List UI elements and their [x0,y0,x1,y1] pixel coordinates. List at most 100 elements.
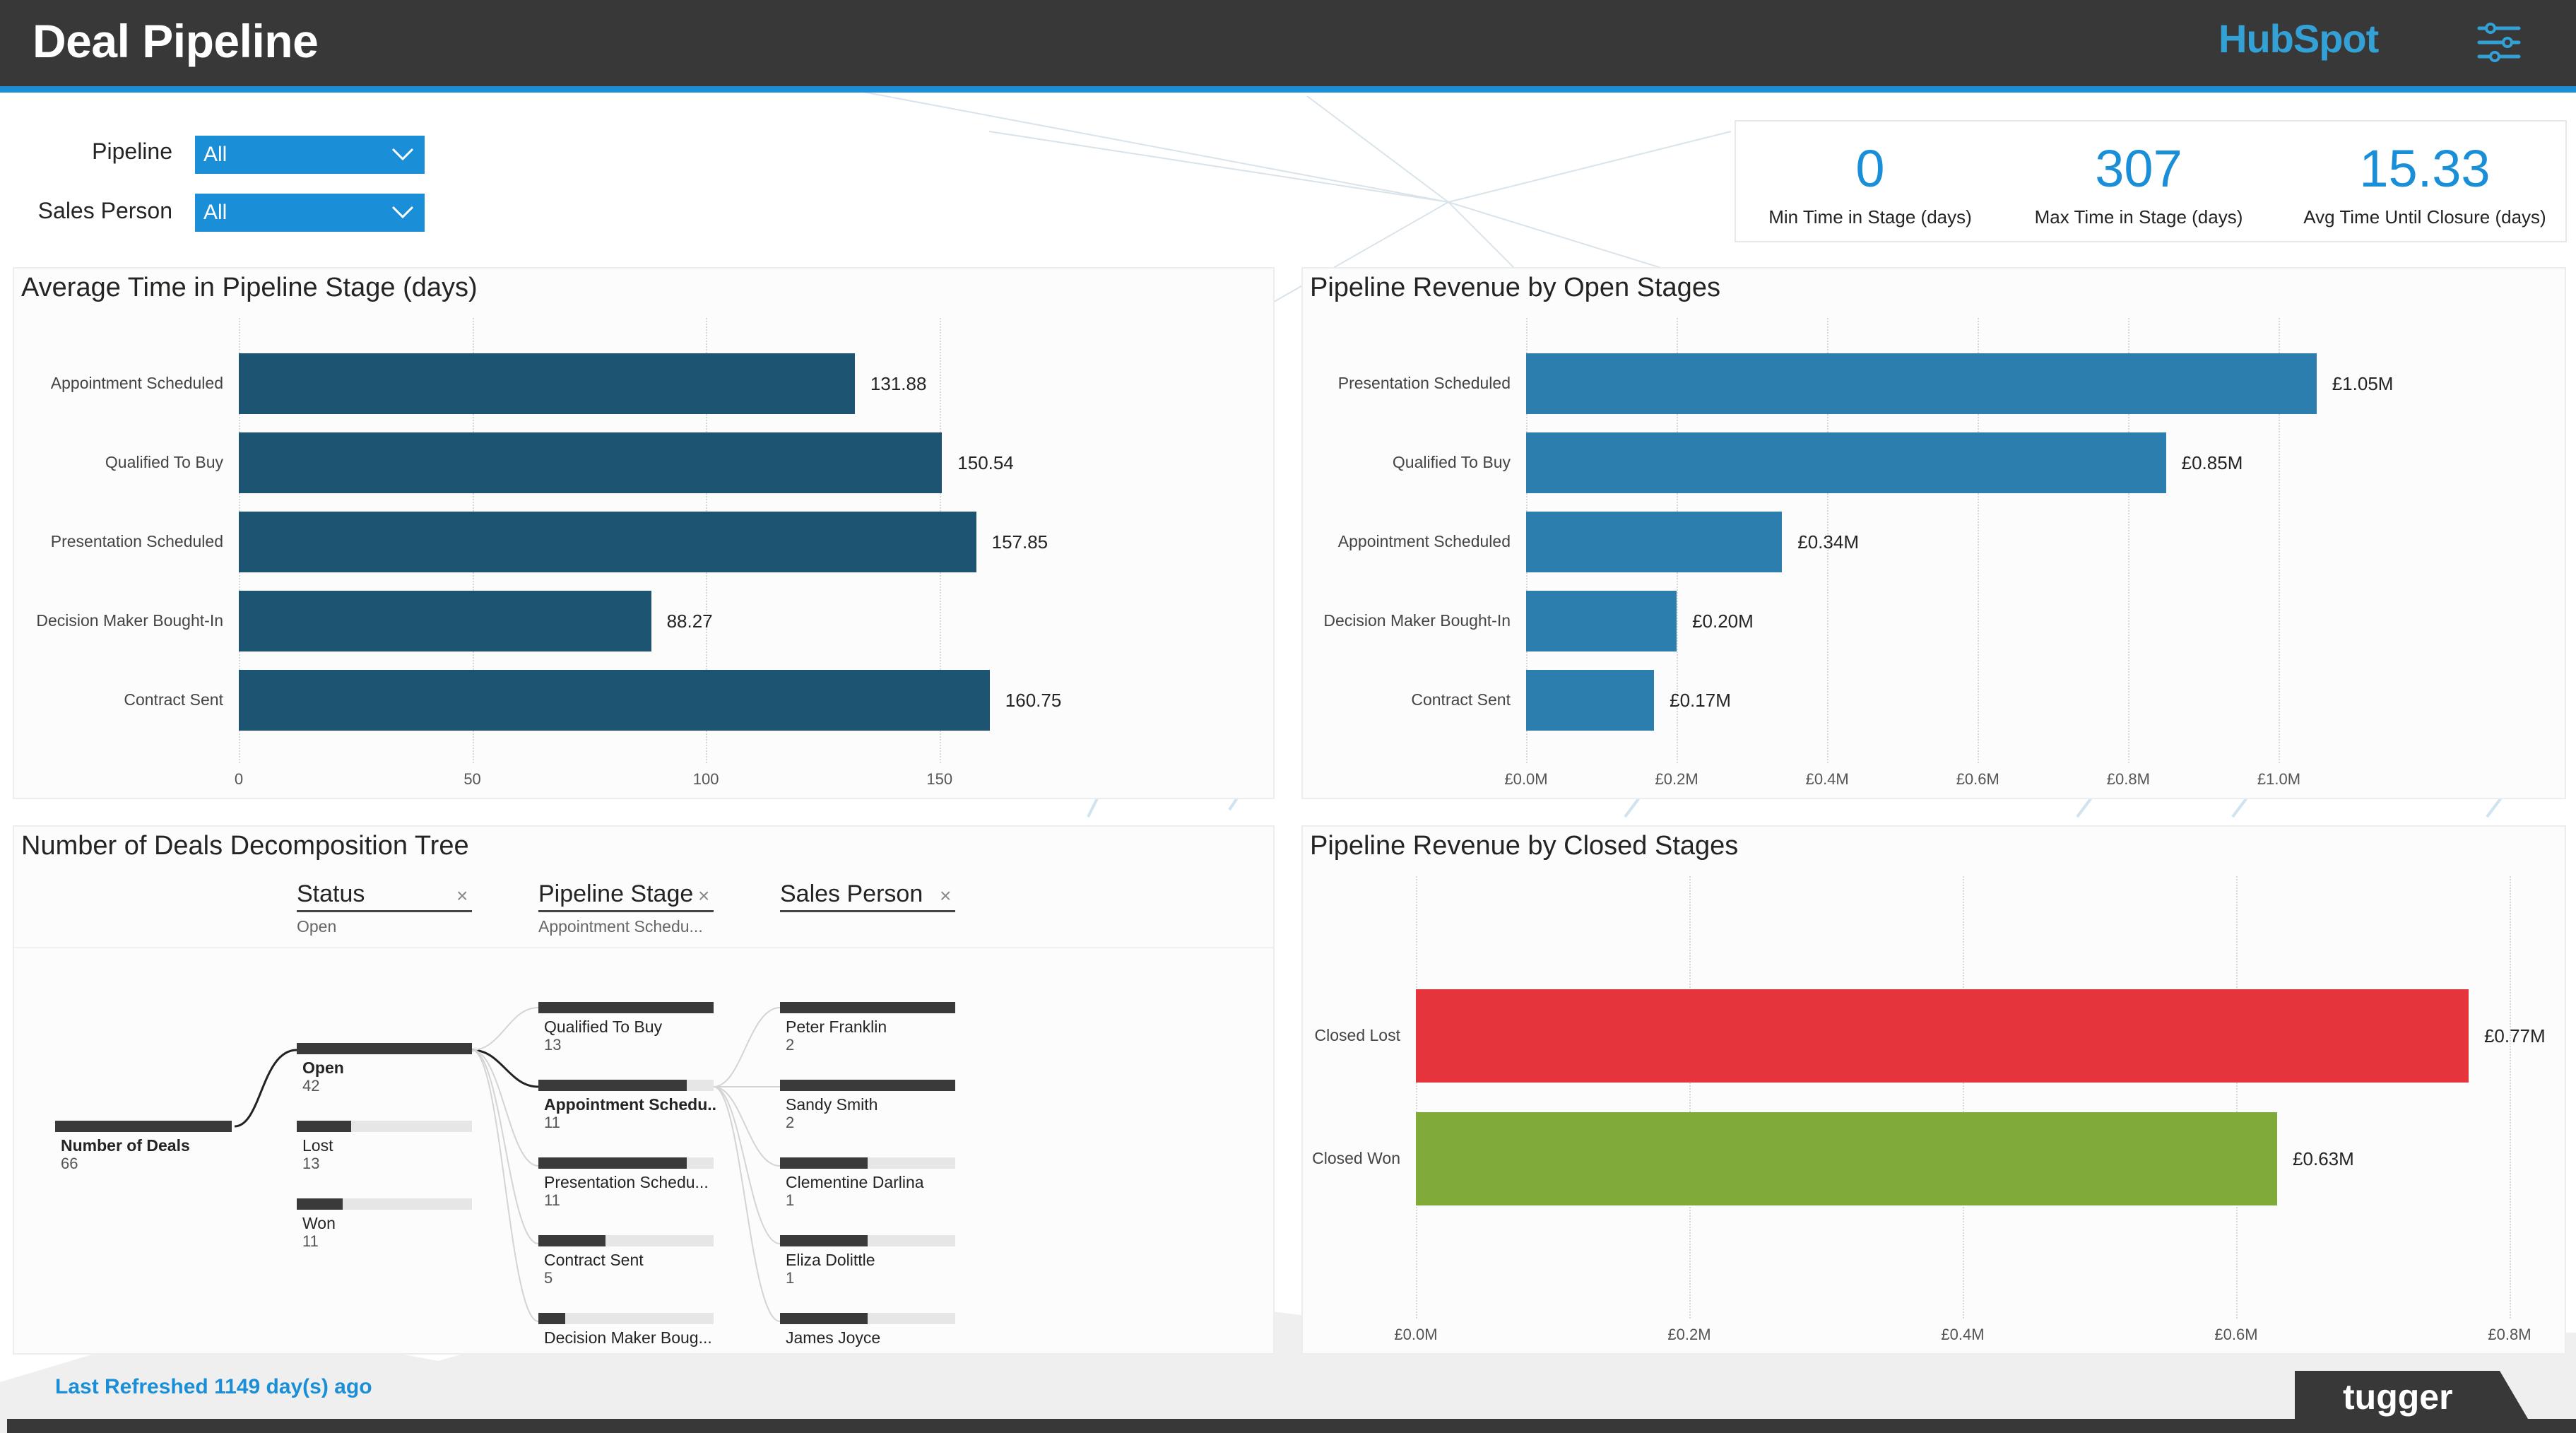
decomposition-tree-panel[interactable]: Number of Deals Decomposition Tree Statu… [13,825,1275,1355]
kpi-min-time: 0 Min Time in Stage (days) [1764,143,1976,228]
bar[interactable] [1526,670,1655,731]
gridline [1978,318,1980,763]
tree-person-node-count: 2 [786,1036,795,1054]
close-icon[interactable]: × [940,885,952,907]
x-tick-label: £0.6M [1956,770,1999,788]
bar[interactable] [1416,989,2469,1083]
tree-connectors [234,1007,781,1322]
tree-status-node-count: 42 [302,1077,320,1095]
chart-title: Average Time in Pipeline Stage (days) [21,273,478,302]
sales-person-dropdown[interactable]: All [195,194,425,232]
data-label: 131.88 [870,373,927,394]
gridline [2279,318,2281,763]
x-tick-label: £0.4M [1805,770,1849,788]
tree-person-node-bar[interactable] [780,1157,868,1169]
bar[interactable] [239,670,990,731]
gridline [2510,876,2511,1319]
bar[interactable] [239,512,976,572]
chart-title: Pipeline Revenue by Closed Stages [1310,831,1739,861]
bar[interactable] [239,591,651,651]
category-label: Appointment Scheduled [1337,532,1511,550]
bar[interactable] [1526,353,2317,414]
tree-person-node-label: James Joyce [786,1328,881,1347]
tree-level-filter-stage: Appointment Schedu... [538,917,703,936]
x-tick-label: £0.0M [1394,1326,1438,1343]
tree-level-underline [780,910,955,912]
tree-stage-node-bar[interactable] [538,1313,566,1324]
tree-stage-node-label: Contract Sent [544,1251,644,1269]
chart-title: Pipeline Revenue by Open Stages [1310,273,1720,302]
x-tick-label: 0 [234,770,244,788]
tugger-logo-text: tugger [2343,1377,2453,1417]
tree-stage-node-track [538,1313,714,1324]
kpi-label: Max Time in Stage (days) [2034,206,2243,228]
tree-stage-node-bar[interactable] [538,1002,714,1013]
category-label: Closed Won [1312,1149,1400,1167]
tree-status-node-label: Won [302,1214,336,1232]
kpi-value: 0 [1855,139,1885,198]
gridline [1689,876,1691,1319]
tree-title: Number of Deals Decomposition Tree [21,831,469,861]
tree-stage-node-bar[interactable] [538,1157,687,1169]
page-title: Deal Pipeline [33,15,319,67]
tree-stage-node-label: Decision Maker Boug... [544,1328,712,1347]
tree-person-node-bar[interactable] [780,1002,955,1013]
avg-time-chart-panel[interactable]: Average Time in Pipeline Stage (days) 0 5… [13,267,1275,799]
chevron-down-icon [391,148,414,161]
tree-person-node-label: Clementine Darlina [786,1173,924,1191]
category-label: Decision Maker Bought-In [1323,611,1511,630]
bar[interactable] [239,353,855,414]
tree-person-node-count: 2 [786,1114,795,1131]
filter-settings-icon[interactable] [2476,21,2522,64]
tree-stage-node-bar[interactable] [538,1080,687,1091]
tree-level-header-stage: Pipeline Stage [538,880,694,907]
tree-stage-node-count: 5 [544,1269,553,1287]
open-revenue-chart-panel[interactable]: Pipeline Revenue by Open Stages £0.0M £0.… [1301,267,2566,799]
tree-stage-node-label: Appointment Schedu... [544,1095,716,1114]
tree-status-node-bar[interactable] [297,1121,351,1132]
tree-person-node-bar[interactable] [780,1313,868,1324]
gridline [1416,876,1417,1319]
data-label: £0.85M [2181,452,2243,473]
bar[interactable] [239,432,943,493]
category-label: Qualified To Buy [105,453,223,471]
sales-person-slicer-label: Sales Person [37,198,172,223]
data-label: £0.77M [2483,1025,2546,1046]
data-label: 150.54 [957,452,1014,473]
closed-revenue-chart-panel[interactable]: Pipeline Revenue by Closed Stages £0.0M £… [1301,825,2566,1355]
tree-stage-node-count: 11 [544,1191,560,1209]
bar[interactable] [1416,1112,2278,1205]
close-icon[interactable]: × [698,885,710,907]
category-label: Qualified To Buy [1392,453,1511,471]
tree-person-node-bar[interactable] [780,1080,955,1091]
data-label: £0.17M [1670,690,1731,711]
tree-root-node-bar[interactable] [55,1121,232,1132]
kpi-avg-closure: 15.33 Avg Time Until Closure (days) [2301,143,2548,228]
bar[interactable] [1526,432,2166,493]
tree-person-node-bar[interactable] [780,1235,868,1246]
kpi-value: 15.33 [2359,139,2491,198]
kpi-max-time: 307 Max Time in Stage (days) [2033,143,2245,228]
gridline [2236,876,2238,1319]
tree-status-node-bar[interactable] [297,1043,472,1054]
tugger-logo-tab [2295,1371,2528,1419]
data-label: 88.27 [666,611,713,632]
bar[interactable] [1526,591,1677,651]
tree-status-node-bar[interactable] [297,1198,343,1210]
gridline [2128,318,2130,763]
data-label: £0.63M [2293,1148,2354,1169]
pipeline-dropdown[interactable]: All [195,136,425,174]
tree-person-node-label: Sandy Smith [786,1095,878,1114]
x-tick-label: £0.0M [1504,770,1548,788]
bar[interactable] [1526,512,1783,572]
x-tick-label: £0.2M [1655,770,1698,788]
tree-stage-node-count: 11 [544,1114,560,1131]
tree-level-header-person: Sales Person [780,880,923,907]
close-icon[interactable]: × [456,885,468,907]
kpi-card-group: 0 Min Time in Stage (days) 307 Max Time … [1735,120,2567,242]
x-tick-label: £0.2M [1667,1326,1711,1343]
tree-stage-node-bar[interactable] [538,1235,606,1246]
footer-bar [7,1419,2576,1433]
data-label: £0.20M [1692,611,1754,632]
category-label: Contract Sent [124,690,223,709]
